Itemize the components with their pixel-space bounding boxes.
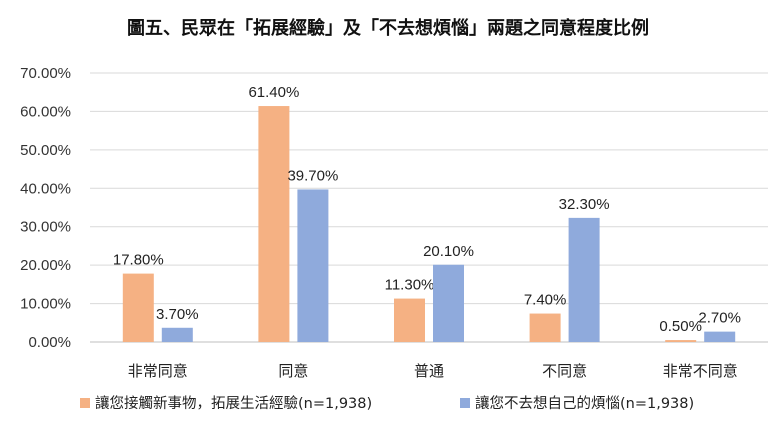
y-tick-label: 40.00%	[20, 180, 71, 197]
data-label: 2.70%	[698, 310, 741, 327]
x-tick-label: 非常同意	[128, 362, 188, 380]
data-label: 32.30%	[559, 196, 610, 213]
y-tick-label: 20.00%	[20, 257, 71, 274]
bar-series-2	[297, 189, 329, 342]
legend-swatch	[80, 398, 90, 408]
data-label: 11.30%	[385, 277, 435, 294]
bar-series-1	[122, 273, 154, 342]
bar-series-2	[161, 327, 193, 342]
y-tick-label: 70.00%	[20, 65, 71, 82]
data-label: 61.40%	[248, 84, 299, 101]
data-label: 39.70%	[287, 167, 338, 184]
y-tick-label: 50.00%	[20, 142, 71, 159]
data-label: 20.10%	[423, 243, 474, 260]
bar-series-1	[529, 313, 561, 342]
bar-series-1	[394, 298, 425, 342]
bar-series-1	[665, 340, 697, 342]
legend-label: 讓您不去想自己的煩惱(n=1,938)	[475, 394, 694, 412]
data-label: 0.50%	[659, 318, 702, 335]
x-tick-label: 普通	[414, 362, 444, 380]
y-tick-label: 10.00%	[20, 296, 71, 313]
bar-series-2	[568, 217, 600, 342]
bar-series-2	[704, 331, 736, 342]
bar-series-1	[258, 106, 290, 342]
legend-label: 讓您接觸新事物，拓展生活經驗(n=1,938)	[95, 394, 372, 412]
data-label: 3.70%	[156, 306, 199, 323]
y-tick-label: 30.00%	[20, 219, 71, 236]
bar-series-2	[433, 264, 464, 342]
chart-title: 圖五、民眾在「拓展經驗」及「不去想煩惱」兩題之同意程度比例	[127, 18, 649, 39]
x-tick-label: 非常不同意	[663, 362, 738, 380]
data-label: 17.80%	[113, 252, 164, 269]
x-tick-label: 不同意	[542, 362, 587, 380]
x-tick-label: 同意	[278, 362, 308, 380]
data-label: 7.40%	[524, 292, 567, 309]
y-tick-label: 0.00%	[28, 334, 71, 351]
y-tick-label: 60.00%	[20, 103, 71, 120]
legend-swatch	[460, 398, 470, 408]
